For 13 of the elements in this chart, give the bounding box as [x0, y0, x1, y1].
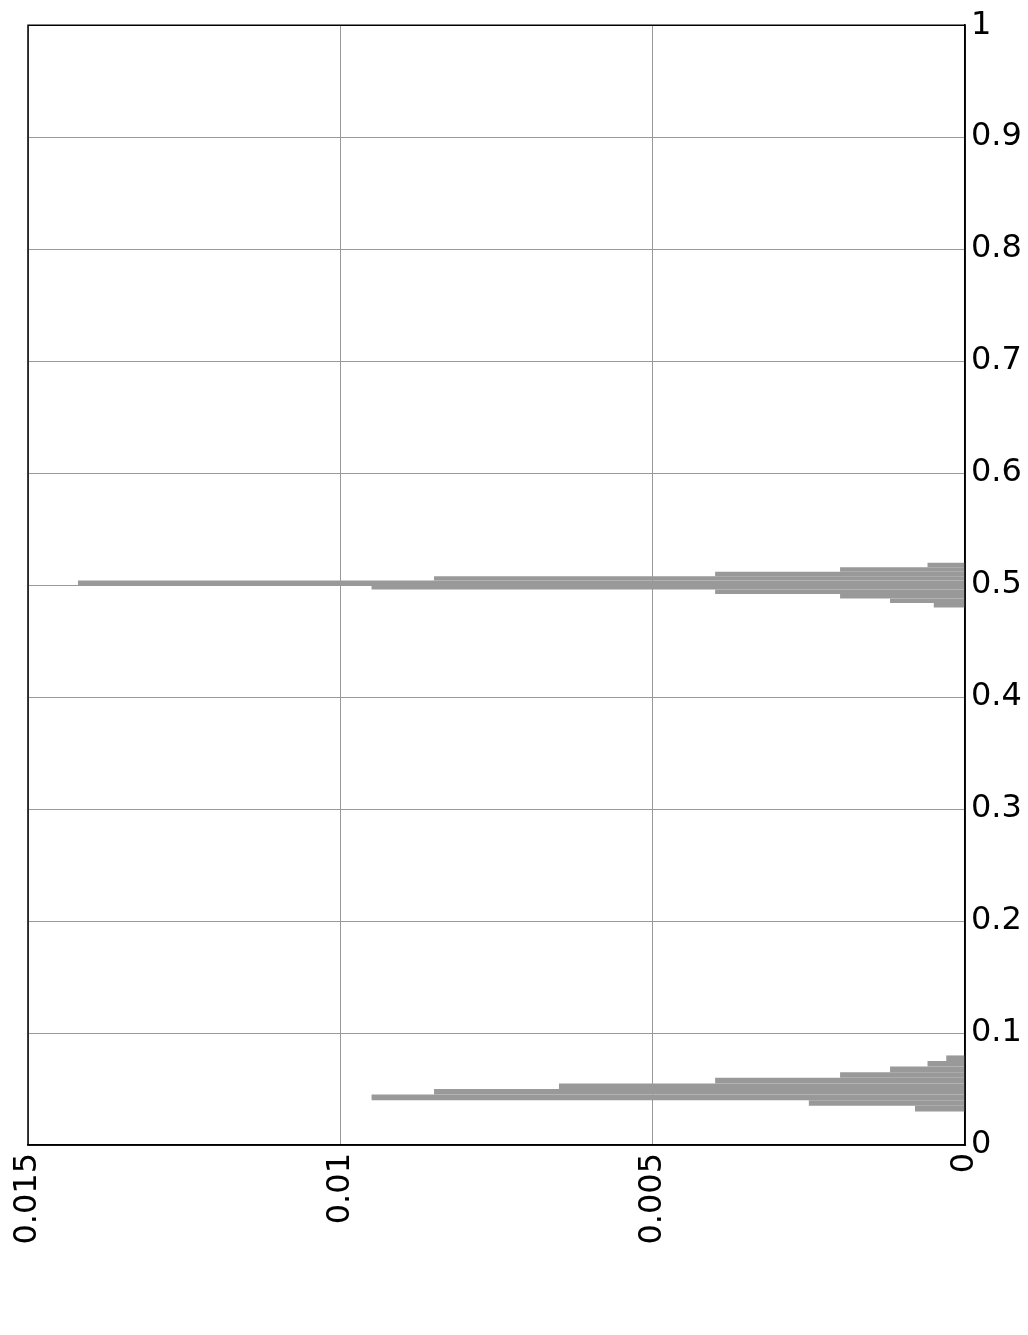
y-tick-label: 0.6 [971, 451, 1022, 490]
y-tick-label: 0.4 [971, 675, 1022, 714]
y-tick-label: 1 [971, 3, 992, 42]
y-tick-label: 0.8 [971, 227, 1022, 266]
y-tick-label: 0.5 [971, 563, 1022, 602]
y-tick-label: 0.7 [971, 339, 1022, 378]
y-tick-label: 0.9 [971, 115, 1022, 154]
x-tick-label: 0.005 [630, 1153, 669, 1245]
y-tick-label: 0.3 [971, 787, 1022, 826]
y-tick-label: 0.1 [971, 1011, 1022, 1050]
x-tick-label: 0.01 [318, 1153, 357, 1225]
x-tick-label: 0.015 [6, 1153, 45, 1245]
y-tick-label: 0.2 [971, 899, 1022, 938]
